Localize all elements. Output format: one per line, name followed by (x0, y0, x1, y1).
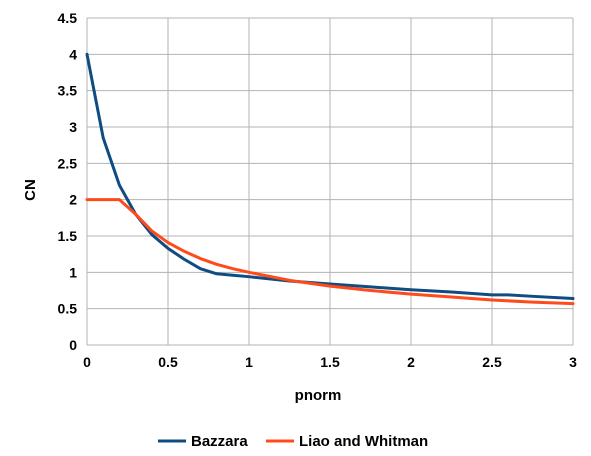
legend-label: Bazzara (191, 433, 248, 450)
y-tick-labels: 0 0.5 1 1.5 2 2.5 3 3.5 4 4.5 (58, 10, 78, 353)
y-tick-label: 2 (69, 192, 77, 208)
y-axis-title: CN (22, 179, 39, 201)
x-tick-label: 1.5 (320, 354, 340, 370)
y-tick-label: 0.5 (58, 301, 78, 317)
x-tick-label: 3 (569, 354, 577, 370)
y-tick-label: 2.5 (58, 155, 78, 171)
legend-label: Liao and Whitman (299, 433, 428, 450)
y-tick-label: 1 (69, 264, 77, 280)
x-tick-label: 2 (407, 354, 415, 370)
x-tick-label: 0 (83, 354, 91, 370)
x-tick-label: 2.5 (482, 354, 502, 370)
x-tick-labels: 0 0.5 1 1.5 2 2.5 3 (83, 354, 577, 370)
series-line-liao-and-whitman (85, 198, 575, 306)
y-tick-label: 0 (69, 337, 77, 353)
series-lines (85, 52, 575, 306)
legend: Bazzara Liao and Whitman (158, 433, 428, 450)
plot-axes (86, 18, 573, 346)
y-tick-label: 4 (69, 46, 77, 62)
y-tick-label: 3 (69, 119, 77, 135)
y-tick-label: 1.5 (58, 228, 78, 244)
y-tick-label: 3.5 (58, 83, 78, 99)
x-tick-label: 1 (245, 354, 253, 370)
x-tick-label: 0.5 (158, 354, 178, 370)
y-tick-label: 4.5 (58, 10, 78, 26)
x-axis-title: pnorm (295, 387, 342, 404)
